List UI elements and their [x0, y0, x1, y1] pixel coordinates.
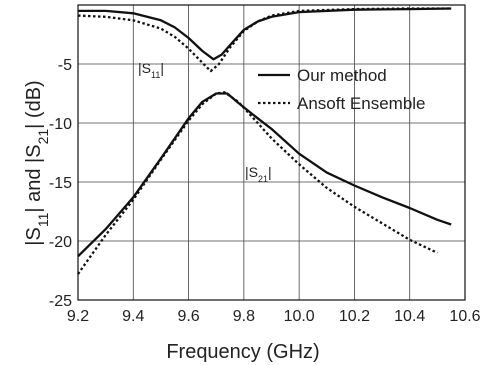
x-tick-label: 9.8: [233, 308, 255, 325]
y-tick-label: -20: [49, 234, 72, 251]
series-s11-ansoft-ensemble: [78, 9, 451, 72]
x-tick-label: 10.6: [449, 308, 480, 325]
legend-label-our-method: Our method: [297, 66, 387, 85]
x-axis-label: Frequency (GHz): [166, 341, 319, 363]
x-tick-label: 10.2: [339, 308, 370, 325]
data-curves: [78, 9, 451, 275]
x-tick-label: 10.4: [394, 308, 425, 325]
legend-label-ansoft-ensemble: Ansoft Ensemble: [297, 94, 426, 113]
annotation-s11: |S11|: [138, 60, 164, 80]
y-tick-label: -25: [49, 293, 72, 310]
series-s11-our-method: [78, 9, 451, 60]
x-tick-label: 9.6: [177, 308, 199, 325]
y-axis-label: |S11| and |S21| (dB): [23, 80, 51, 245]
y-tick-label: -15: [49, 175, 72, 192]
y-tick-label: -10: [49, 116, 72, 133]
grid-lines: [78, 5, 465, 300]
x-tick-label: 9.2: [67, 308, 89, 325]
plot-frame: [78, 5, 465, 300]
x-tick-labels: 9.2 9.4 9.6 9.8 10.0 10.2 10.4 10.6: [67, 308, 481, 325]
y-tick-label: -5: [58, 57, 72, 74]
annotation-s21: |S21|: [245, 164, 272, 184]
x-tick-label: 10.0: [284, 308, 315, 325]
y-tick-labels: -5 -10 -15 -20 -25: [49, 57, 72, 310]
legend: Our method Ansoft Ensemble: [258, 66, 426, 113]
x-tick-label: 9.4: [122, 308, 144, 325]
